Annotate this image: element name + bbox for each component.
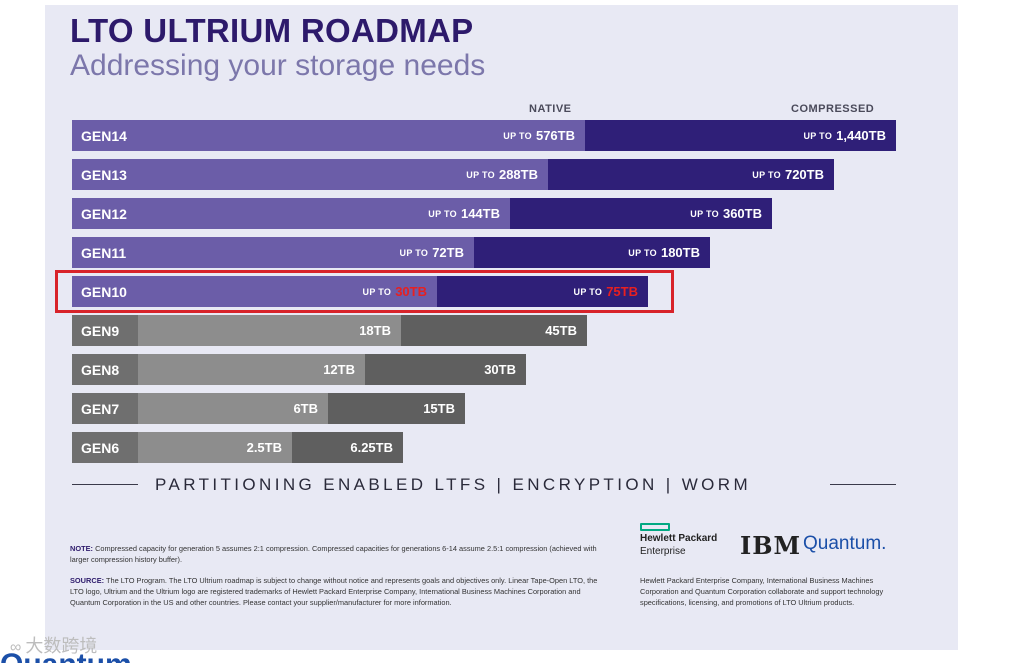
compressed-bar: UP TO 360TB (510, 198, 772, 229)
compressed-bar: UP TO 1,440TB (585, 120, 896, 151)
up-to-prefix: UP TO (399, 247, 429, 258)
watermark: ∞ 大数跨境 (10, 632, 97, 658)
gen-label: GEN7 (72, 393, 138, 424)
compressed-bar: 15TB (328, 393, 465, 424)
native-bar: 12TB (138, 354, 365, 385)
compressed-bar: 45TB (401, 315, 587, 346)
native-bar-value: 18TB (359, 323, 391, 338)
watermark-text: 大数跨境 (25, 636, 98, 656)
gen-label: GEN14 (72, 120, 138, 151)
quantum-logo: Quantum. (803, 533, 887, 554)
compressed-bar-value: 720TB (784, 167, 824, 182)
up-to-prefix: UP TO (503, 130, 532, 141)
compressed-bar: 6.25TB (292, 432, 403, 463)
compressed-bar-value: 75TB (606, 284, 638, 299)
compressed-column-label: COMPRESSED (791, 103, 875, 115)
hpe-logo-line1: Hewlett Packard (640, 533, 718, 544)
features-strip: PARTITIONING ENABLED LTFS | ENCRYPTION |… (155, 475, 752, 494)
native-bar: UP TO 30TB (138, 276, 437, 307)
compression-note: NOTE: Compressed capacity for generation… (70, 544, 610, 566)
hpe-element-icon (640, 523, 670, 531)
native-bar: UP TO 72TB (138, 237, 474, 268)
native-bar-value: 144TB (460, 206, 500, 221)
up-to-prefix: UP TO (752, 169, 781, 180)
gen-label: GEN10 (72, 276, 138, 307)
source-text: The LTO Program. The LTO Ultrium roadmap… (70, 576, 598, 607)
up-to-prefix: UP TO (362, 286, 392, 297)
bar-row-gen7: 6TB 15TB GEN7 (72, 393, 465, 424)
compressed-bar-value: 30TB (484, 362, 516, 377)
compressed-bar: 30TB (365, 354, 526, 385)
features-left-rule (72, 484, 138, 485)
bar-row-gen10: UP TO 30TB UP TO 75TB GEN10 (72, 276, 648, 307)
native-column-label: NATIVE (529, 103, 572, 115)
page-title: LTO ULTRIUM ROADMAP (70, 12, 474, 49)
watermark-icon: ∞ (10, 639, 22, 656)
gen-label: GEN6 (72, 432, 138, 463)
hpe-logo-line2: Enterprise (640, 546, 686, 557)
native-bar-value: 576TB (535, 128, 575, 143)
compressed-bar-value: 1,440TB (836, 128, 886, 143)
note-text: Compressed capacity for generation 5 ass… (70, 544, 597, 564)
native-bar: 2.5TB (138, 432, 292, 463)
native-bar-value: 72TB (432, 245, 464, 260)
compressed-bar-value: 15TB (423, 401, 455, 416)
native-bar: 6TB (138, 393, 328, 424)
source-note: SOURCE: The LTO Program. The LTO Ultrium… (70, 576, 610, 608)
bar-row-gen11: UP TO 72TB UP TO 180TB GEN11 (72, 237, 710, 268)
up-to-prefix: UP TO (573, 286, 603, 297)
bar-row-gen6: 2.5TB 6.25TB GEN6 (72, 432, 403, 463)
native-bar: UP TO 288TB (138, 159, 548, 190)
native-bar: UP TO 144TB (138, 198, 510, 229)
native-bar-value: 12TB (323, 362, 355, 377)
compressed-bar-value: 6.25TB (350, 440, 393, 455)
bar-row-gen13: UP TO 288TB UP TO 720TB GEN13 (72, 159, 834, 190)
bar-row-gen8: 12TB 30TB GEN8 (72, 354, 526, 385)
hpe-logo: Hewlett Packard Enterprise (640, 523, 717, 557)
compressed-bar: UP TO 75TB (437, 276, 648, 307)
native-bar: 18TB (138, 315, 401, 346)
up-to-prefix: UP TO (690, 208, 719, 219)
up-to-prefix: UP TO (428, 208, 457, 219)
native-bar-value: 6TB (293, 401, 318, 416)
bar-row-gen9: 18TB 45TB GEN9 (72, 315, 587, 346)
compressed-bar-value: 45TB (545, 323, 577, 338)
gen10-highlight-box (55, 270, 674, 313)
up-to-prefix: UP TO (628, 247, 657, 258)
note-label: NOTE: (70, 544, 93, 553)
gen-label: GEN11 (72, 237, 138, 268)
source-label: SOURCE: (70, 576, 105, 585)
gen-label: GEN12 (72, 198, 138, 229)
consortium-note: Hewlett Packard Enterprise Company, Inte… (640, 576, 884, 607)
native-bar-value: 30TB (395, 284, 427, 299)
gen-label: GEN13 (72, 159, 138, 190)
bar-row-gen12: UP TO 144TB UP TO 360TB GEN12 (72, 198, 772, 229)
bottom-quantum-logo: Quantum (0, 650, 132, 663)
compressed-bar: UP TO 180TB (474, 237, 710, 268)
native-bar-value: 2.5TB (246, 440, 282, 455)
compressed-bar-value: 360TB (722, 206, 762, 221)
native-bar: UP TO 576TB (138, 120, 585, 151)
page-subtitle: Addressing your storage needs (70, 49, 486, 82)
bar-row-gen14: UP TO 576TB UP TO 1,440TB GEN14 (72, 120, 896, 151)
gen-label: GEN8 (72, 354, 138, 385)
native-bar-value: 288TB (498, 167, 538, 182)
up-to-prefix: UP TO (803, 130, 833, 141)
compressed-bar: UP TO 720TB (548, 159, 834, 190)
compressed-bar-value: 180TB (660, 245, 700, 260)
features-right-rule (830, 484, 896, 485)
ibm-logo: IBM (740, 531, 802, 560)
up-to-prefix: UP TO (466, 169, 495, 180)
gen-label: GEN9 (72, 315, 138, 346)
